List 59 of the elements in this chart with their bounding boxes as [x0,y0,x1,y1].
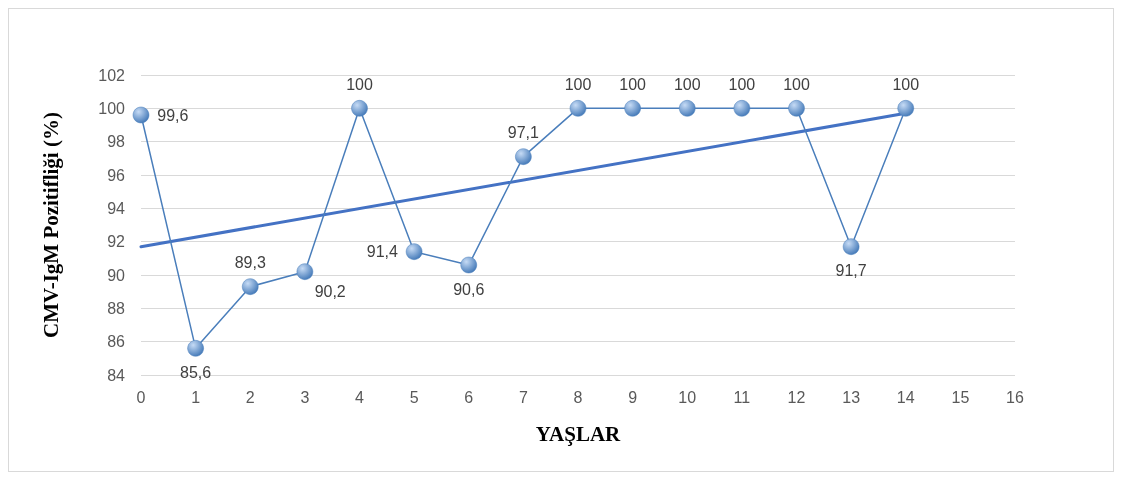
x-tick-label: 10 [678,388,697,406]
y-tick-label: 100 [98,99,126,117]
x-tick-label: 14 [896,388,915,406]
point [733,100,751,117]
point [405,243,423,260]
y-tick-label: 84 [107,366,126,384]
y-tick-label: 96 [107,166,126,184]
point [842,238,860,255]
x-tick-label: 7 [518,388,528,406]
point [569,100,587,117]
y-tick-label: 102 [98,66,126,84]
x-tick-label: 3 [300,388,310,406]
point [679,100,696,117]
data-label: 100 [673,75,701,93]
x-tick-label: 4 [355,388,365,406]
x-axis-title: YAŞLAR [535,421,622,446]
data-label: 90,2 [314,282,346,300]
data-label: 100 [564,75,592,93]
y-tick-label: 92 [107,233,126,251]
y-tick-label: 94 [107,199,126,217]
x-tick-label: 12 [787,388,806,406]
point [187,340,204,357]
y-tick-label: 90 [107,266,126,284]
data-label: 85,6 [180,364,212,382]
x-tick-label: 6 [464,388,474,406]
data-label: 100 [346,75,373,93]
y-axis-title: CMV-IgM Pozitifliği (%) [38,112,63,338]
data-label: 100 [619,75,647,93]
data-label: 100 [728,75,756,93]
point [788,100,805,117]
y-tick-label: 86 [107,333,126,351]
data-label: 91,7 [835,262,867,280]
data-label: 90,6 [453,280,485,298]
point [897,100,914,117]
point [624,100,641,117]
x-tick-label: 15 [951,388,970,406]
x-tick-label: 1 [191,388,201,406]
data-label: 97,1 [507,123,540,141]
data-label: 91,4 [366,243,398,261]
x-tick-label: 11 [733,388,751,406]
data-label: 100 [892,75,920,93]
x-tick-label: 8 [573,388,583,406]
x-tick-label: 0 [136,388,146,406]
y-tick-label: 98 [107,133,126,151]
data-label: 89,3 [234,253,266,271]
data-label: 99,6 [157,106,189,124]
point [515,148,532,165]
point [132,106,150,124]
x-tick-label: 5 [409,388,419,406]
point [242,278,259,295]
x-tick-label: 16 [1006,388,1024,406]
point [296,263,314,280]
x-tick-label: 13 [842,388,861,406]
y-tick-label: 88 [107,299,126,317]
x-tick-label: 9 [628,388,638,406]
point [351,100,368,117]
point [460,256,477,274]
data-label: 100 [783,75,810,93]
x-tick-label: 2 [245,388,255,406]
